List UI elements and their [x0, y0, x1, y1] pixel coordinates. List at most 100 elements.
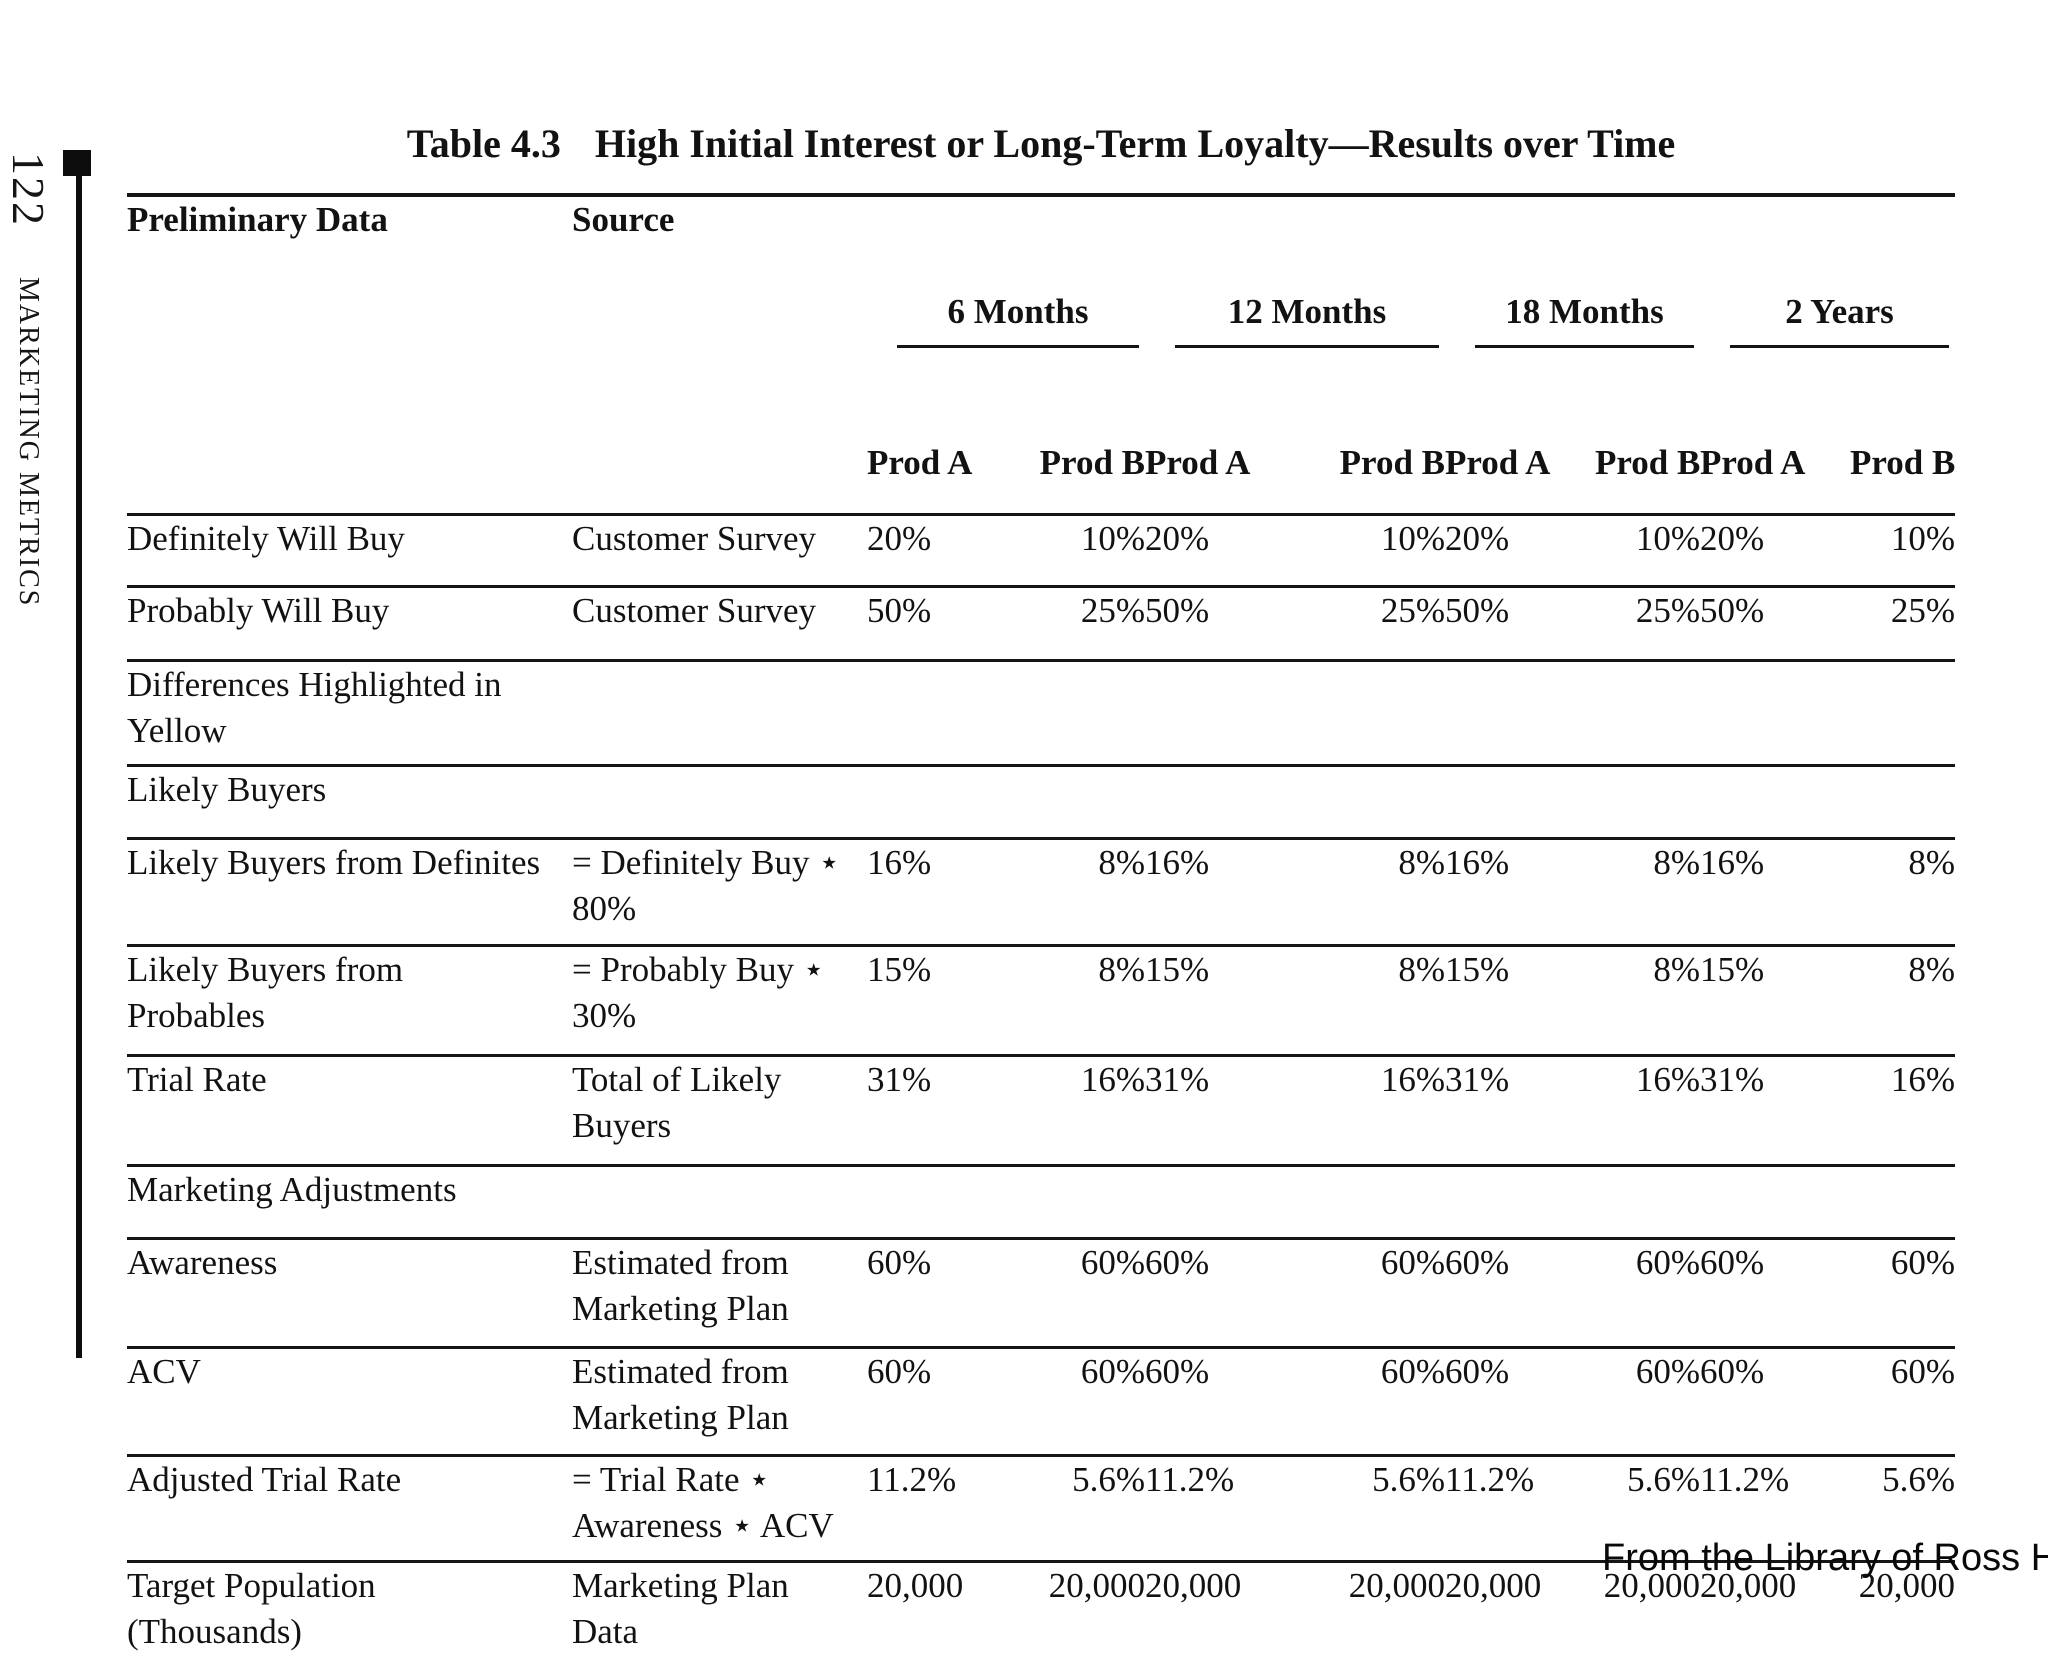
- value-cell: 5.6%: [1295, 1455, 1445, 1563]
- value-cell: 11.2%: [1145, 1455, 1295, 1563]
- value-cell: 60%: [1700, 1347, 1850, 1457]
- table-row: ACV Estimated from Marketing Plan 60% 60…: [127, 1347, 1956, 1457]
- row-source: Estimated from Marketing Plan: [572, 1347, 867, 1457]
- subcol-header-prod-b: Prod B: [1000, 440, 1145, 516]
- value-cell: 60%: [1595, 1238, 1700, 1349]
- value-cell: 16%: [1700, 838, 1850, 947]
- subcol-header-prod-b: Prod B: [1295, 440, 1445, 516]
- value-cell: 20,000: [1000, 1561, 1145, 1657]
- value-cell: 60%: [867, 1238, 1000, 1349]
- value-cell: 20%: [1145, 514, 1295, 588]
- row-source: Estimated from Marketing Plan: [572, 1238, 867, 1349]
- period-group-18-months: 18 Months: [1445, 195, 1700, 440]
- value-cell: 31%: [1700, 1055, 1850, 1167]
- row-source: Marketing Plan Data: [572, 1561, 867, 1657]
- row-label: Probably Will Buy: [127, 586, 572, 662]
- value-cell: 5.6%: [1850, 1455, 1956, 1563]
- subcol-header-prod-b: Prod B: [1595, 440, 1700, 516]
- value-cell: 60%: [1000, 1238, 1145, 1349]
- value-cell: 60%: [1445, 1347, 1595, 1457]
- value-cell: 60%: [867, 1347, 1000, 1457]
- value-cell: 8%: [1850, 945, 1956, 1057]
- table-header-group-row: Preliminary Data Source 6 Months 12 Mont…: [127, 195, 1955, 516]
- section-label: Likely Buyers: [127, 765, 572, 840]
- value-cell: 20,000: [1145, 1561, 1295, 1657]
- subcol-header-prod-a: Prod A: [1145, 440, 1295, 516]
- period-group-6-months: 6 Months: [867, 195, 1145, 440]
- table-row: Awareness Estimated from Marketing Plan …: [127, 1238, 1956, 1349]
- column-header-source: Source: [572, 195, 867, 516]
- value-cell: 25%: [1295, 586, 1445, 662]
- value-cell: 15%: [1145, 945, 1295, 1057]
- value-cell: 16%: [1295, 1055, 1445, 1167]
- value-cell: 16%: [1445, 838, 1595, 947]
- subcol-header-prod-b: Prod B: [1850, 440, 1955, 516]
- value-cell: 16%: [1145, 838, 1295, 947]
- value-cell: 60%: [1700, 1238, 1850, 1349]
- row-source: = Definitely Buy ⋆ 80%: [572, 838, 867, 947]
- row-source: Customer Survey: [572, 586, 867, 662]
- value-cell: 20,000: [1850, 1561, 1956, 1657]
- value-cell: 8%: [1295, 945, 1445, 1057]
- value-cell: 10%: [1595, 514, 1700, 588]
- value-cell: 60%: [1145, 1238, 1295, 1349]
- value-cell: 15%: [867, 945, 1000, 1057]
- value-cell: 15%: [1445, 945, 1595, 1057]
- row-label: Differences Highlighted in Yellow: [127, 660, 572, 767]
- value-cell: 20%: [867, 514, 1000, 588]
- value-cell: 20,000: [1700, 1561, 1850, 1657]
- period-group-label: 18 Months: [1475, 289, 1694, 348]
- row-label: ACV: [127, 1347, 572, 1457]
- value-cell: 60%: [1850, 1347, 1956, 1457]
- period-group-2-years: 2 Years: [1700, 195, 1955, 440]
- empty-cell: [572, 765, 1956, 840]
- value-cell: 20,000: [867, 1561, 1000, 1657]
- value-cell: 8%: [1850, 838, 1956, 947]
- table-caption-number: Table 4.3: [406, 121, 561, 166]
- value-cell: 5.6%: [1000, 1455, 1145, 1563]
- value-cell: 25%: [1595, 586, 1700, 662]
- row-label: Awareness: [127, 1238, 572, 1349]
- value-cell: 20,000: [1295, 1561, 1445, 1657]
- value-cell: 8%: [1000, 945, 1145, 1057]
- library-watermark: From the Library of Ross Hagglu: [1602, 1537, 2048, 1579]
- row-label: Target Population (Thousands): [127, 1561, 572, 1657]
- value-cell: 25%: [1850, 586, 1956, 662]
- value-cell: 10%: [1850, 514, 1956, 588]
- page-margin-text: 122 MARKETING METRICS: [2, 152, 55, 607]
- margin-vertical-rule: [76, 150, 82, 1358]
- value-cell: 11.2%: [1445, 1455, 1595, 1563]
- row-label: Trial Rate: [127, 1055, 572, 1167]
- value-cell: 20,000: [1595, 1561, 1700, 1657]
- empty-cell: [572, 1165, 1956, 1240]
- value-cell: 50%: [1700, 586, 1850, 662]
- period-group-12-months: 12 Months: [1145, 195, 1445, 440]
- value-cell: 50%: [1145, 586, 1295, 662]
- value-cell: 11.2%: [1700, 1455, 1850, 1563]
- value-cell: 5.6%: [1595, 1455, 1700, 1563]
- value-cell: 8%: [1595, 838, 1700, 947]
- running-title: MARKETING METRICS: [13, 277, 44, 608]
- row-label: Definitely Will Buy: [127, 514, 572, 588]
- value-cell: 8%: [1000, 838, 1145, 947]
- value-cell: 20%: [1700, 514, 1850, 588]
- period-group-label: 12 Months: [1175, 289, 1439, 348]
- value-cell: 60%: [1295, 1238, 1445, 1349]
- row-source: = Trial Rate ⋆ Awareness ⋆ ACV: [572, 1455, 867, 1563]
- table-row: Probably Will Buy Customer Survey 50% 25…: [127, 586, 1956, 662]
- value-cell: 16%: [867, 838, 1000, 947]
- value-cell: 11.2%: [867, 1455, 1000, 1563]
- table-section-row: Likely Buyers: [127, 765, 1956, 840]
- row-source: Total of Likely Buyers: [572, 1055, 867, 1167]
- value-cell: 60%: [1445, 1238, 1595, 1349]
- value-cell: 31%: [1145, 1055, 1295, 1167]
- row-label: Likely Buyers from Definites: [127, 838, 572, 947]
- value-cell: 20,000: [1445, 1561, 1595, 1657]
- value-cell: 10%: [1295, 514, 1445, 588]
- value-cell: 16%: [1000, 1055, 1145, 1167]
- subcol-header-prod-a: Prod A: [867, 440, 1000, 516]
- results-over-time-table: Preliminary Data Source 6 Months 12 Mont…: [127, 193, 1955, 1657]
- table-row: Likely Buyers from Definites = Definitel…: [127, 838, 1956, 947]
- table-row: Differences Highlighted in Yellow: [127, 660, 1956, 767]
- section-label: Marketing Adjustments: [127, 1165, 572, 1240]
